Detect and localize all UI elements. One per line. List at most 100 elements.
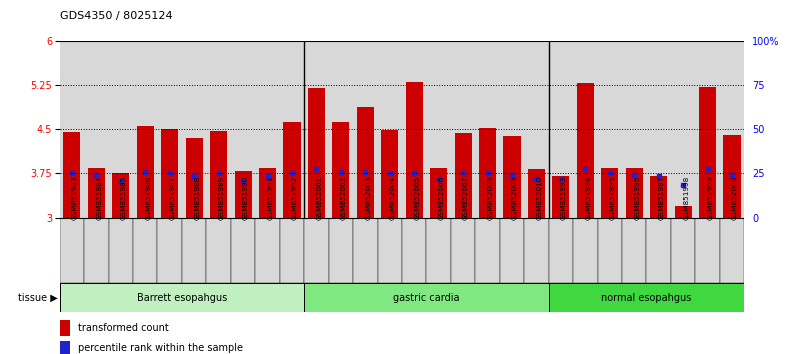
Bar — [84, 218, 108, 283]
Text: Barrett esopahgus: Barrett esopahgus — [137, 293, 227, 303]
Bar — [451, 218, 475, 283]
Bar — [60, 320, 70, 336]
Text: tissue ▶: tissue ▶ — [18, 293, 58, 303]
Bar — [427, 41, 451, 218]
Bar — [479, 128, 496, 218]
Bar — [577, 83, 594, 218]
Bar — [650, 176, 667, 218]
Text: GSM852003: GSM852003 — [365, 176, 371, 220]
Bar — [185, 138, 203, 218]
Bar — [279, 218, 304, 283]
Text: GSM851998: GSM851998 — [683, 176, 689, 220]
Bar — [60, 41, 84, 218]
Bar — [598, 41, 622, 218]
Text: percentile rank within the sample: percentile rank within the sample — [78, 343, 243, 354]
Text: GSM851988: GSM851988 — [194, 176, 200, 220]
Bar — [332, 122, 349, 218]
Text: GSM851994: GSM851994 — [585, 176, 591, 220]
Bar — [573, 218, 598, 283]
Text: GSM851983: GSM851983 — [72, 176, 78, 220]
Text: GSM852000: GSM852000 — [732, 176, 738, 220]
Bar — [304, 283, 548, 312]
Bar — [475, 41, 500, 218]
Bar — [283, 122, 301, 218]
Bar — [60, 283, 304, 312]
Bar — [357, 107, 374, 218]
Bar — [646, 41, 671, 218]
Text: GSM851991: GSM851991 — [267, 176, 274, 220]
Text: GSM851992: GSM851992 — [292, 176, 298, 220]
Text: GSM852005: GSM852005 — [414, 176, 420, 220]
Bar — [671, 218, 696, 283]
Bar — [671, 41, 696, 218]
Bar — [720, 218, 744, 283]
Bar — [182, 41, 206, 218]
Bar — [500, 218, 525, 283]
Text: GSM851997: GSM851997 — [658, 176, 665, 220]
Text: GSM852008: GSM852008 — [487, 176, 494, 220]
Bar — [235, 171, 252, 218]
Bar — [528, 169, 545, 218]
Bar — [381, 130, 398, 218]
Text: normal esopahgus: normal esopahgus — [601, 293, 692, 303]
Bar — [377, 218, 402, 283]
Bar — [259, 167, 276, 218]
Text: GSM851985: GSM851985 — [121, 176, 127, 220]
Text: GSM851999: GSM851999 — [708, 176, 713, 220]
Bar — [158, 41, 182, 218]
Text: GSM851984: GSM851984 — [96, 176, 103, 220]
Bar — [503, 136, 521, 218]
Bar — [500, 41, 525, 218]
Bar — [696, 218, 720, 283]
Text: GSM852009: GSM852009 — [512, 176, 518, 220]
Bar — [304, 218, 329, 283]
Bar — [455, 133, 472, 218]
Text: GSM852004: GSM852004 — [390, 176, 396, 220]
Bar — [112, 173, 130, 218]
Bar — [696, 41, 720, 218]
Bar — [626, 167, 643, 218]
Bar — [573, 41, 598, 218]
Bar — [108, 218, 133, 283]
Bar — [84, 41, 108, 218]
Text: GSM852010: GSM852010 — [537, 176, 542, 220]
Bar — [674, 206, 692, 218]
Text: GSM851986: GSM851986 — [145, 176, 151, 220]
Bar — [598, 218, 622, 283]
Bar — [548, 283, 744, 312]
Bar — [206, 218, 231, 283]
Bar — [548, 218, 573, 283]
Bar — [64, 132, 80, 218]
Bar — [451, 41, 475, 218]
Text: GSM851990: GSM851990 — [243, 176, 249, 220]
Bar — [699, 87, 716, 218]
Bar — [475, 218, 500, 283]
Text: transformed count: transformed count — [78, 323, 169, 333]
Text: gastric cardia: gastric cardia — [393, 293, 459, 303]
Bar — [137, 126, 154, 218]
Text: GSM851996: GSM851996 — [634, 176, 640, 220]
Bar — [88, 167, 105, 218]
Text: GSM852002: GSM852002 — [341, 176, 347, 220]
Bar — [308, 88, 325, 218]
Bar — [525, 41, 548, 218]
Bar — [256, 218, 279, 283]
Text: GSM852007: GSM852007 — [463, 176, 469, 220]
Bar — [402, 218, 427, 283]
Bar — [231, 218, 256, 283]
Bar — [60, 341, 70, 354]
Bar — [353, 41, 377, 218]
Bar — [161, 129, 178, 218]
Text: GSM851993: GSM851993 — [561, 176, 567, 220]
Bar — [329, 41, 353, 218]
Bar — [552, 176, 569, 218]
Bar — [525, 218, 548, 283]
Bar — [182, 218, 206, 283]
Bar — [402, 41, 427, 218]
Text: GSM851989: GSM851989 — [219, 176, 224, 220]
Bar — [133, 218, 158, 283]
Bar — [304, 41, 329, 218]
Text: GSM852001: GSM852001 — [316, 176, 322, 220]
Bar — [622, 218, 646, 283]
Bar — [548, 41, 573, 218]
